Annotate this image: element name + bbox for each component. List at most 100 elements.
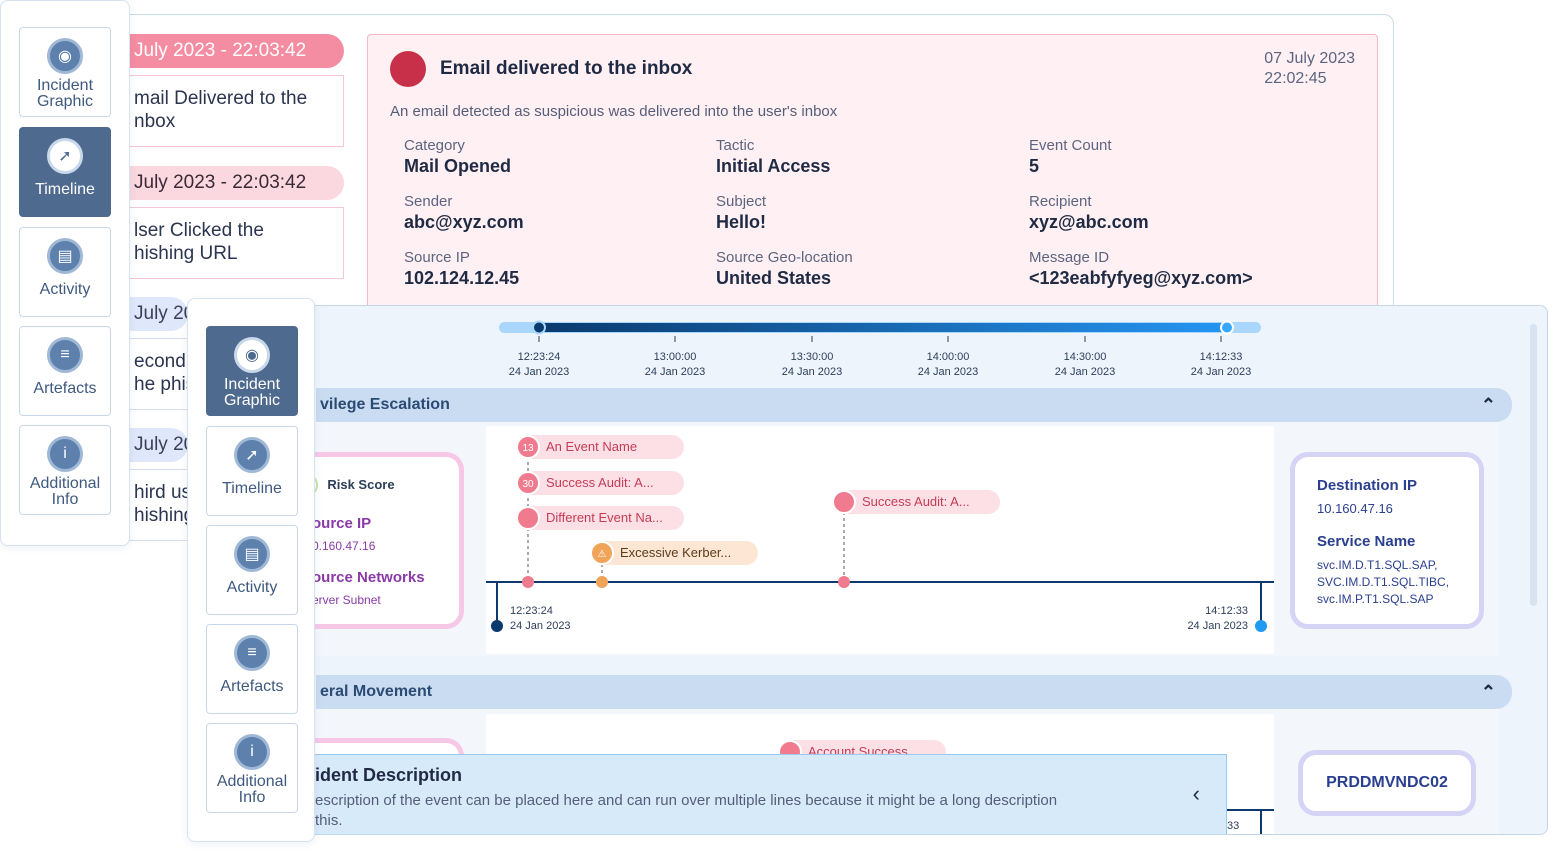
layers-icon: ≡ (47, 337, 83, 373)
event-time: 22:02:45 (1264, 70, 1327, 87)
nav-incident-graphic[interactable]: ◉ Incident Graphic (19, 27, 111, 117)
event-pill[interactable]: Success Audit: A... (832, 490, 1000, 514)
chevron-left-icon[interactable]: ‹ (1192, 781, 1200, 806)
report-icon: ▤ (234, 536, 270, 572)
sidebar-front: ◉ Incident Graphic ➚ Timeline ▤ Activity … (187, 298, 315, 842)
event-dot (516, 506, 540, 530)
nav-label: Timeline (35, 181, 95, 198)
tick-label: 13:30:00 24 Jan 2023 (781, 351, 843, 378)
timeline-date-3[interactable]: July 20 (128, 297, 188, 331)
event-pill[interactable]: 30 Success Audit: A... (516, 471, 684, 495)
timeline-entry-text: nbox (134, 111, 176, 132)
event-marker (838, 576, 850, 588)
layers-icon: ≡ (234, 635, 270, 671)
nav-label: Activity (39, 281, 91, 298)
destination-ip-value: 10.160.47.16 (1317, 501, 1393, 516)
slider-start-handle[interactable] (532, 320, 546, 335)
nav-activity[interactable]: ▤ Activity (206, 525, 298, 615)
axis-end-label: 14:12:33 24 Jan 2023 (1187, 605, 1248, 632)
event-count-badge: 30 (516, 471, 540, 495)
source-networks-label: ource Networks (312, 569, 425, 586)
eye-icon: ◉ (47, 38, 83, 74)
source-card[interactable]: 5 Risk Score ource IP 0.160.47.16 ource … (306, 452, 464, 629)
field-message-id: Message ID <123eabfyfyeg@xyz.com> (1029, 249, 1253, 288)
nav-artefacts[interactable]: ≡ Artefacts (206, 624, 298, 714)
nav-label: Additional Info (216, 773, 288, 806)
service-name-value: svc.IM.D.T1.SQL.SAP, SVC.IM.D.T1.SQL.TIB… (1317, 558, 1450, 606)
timeline-date-2[interactable]: July 2023 - 22:03:42 (128, 166, 344, 200)
field-subject: Subject Hello! (716, 193, 767, 232)
service-name-label: Service Name (1317, 533, 1416, 550)
nav-activity[interactable]: ▤ Activity (19, 227, 111, 317)
timeline-entry-text: econd (134, 351, 186, 372)
nav-label: Artefacts (33, 380, 97, 397)
field-sender: Sender abc@xyz.com (404, 193, 524, 232)
section-privilege-escalation-header[interactable]: vilege Escalation ⌃ (316, 388, 1512, 422)
timeline-entry-4[interactable]: hird us hishing (128, 469, 188, 541)
source-ip-value: 0.160.47.16 (312, 539, 376, 553)
nav-timeline[interactable]: ➚ Timeline (206, 426, 298, 516)
timeline-entry-text: he phis (134, 374, 187, 395)
incident-graph-panel: 12:23:24 24 Jan 2023 13:00:00 24 Jan 2023 … (305, 305, 1548, 835)
nav-artefacts[interactable]: ≡ Artefacts (19, 326, 111, 416)
nav-label: Incident Graphic (36, 77, 94, 110)
destination-card[interactable]: Destination IP 10.160.47.16 Service Name… (1290, 452, 1484, 629)
event-pill[interactable]: ⚠ Excessive Kerber... (590, 541, 758, 565)
tick-label: 13:00:00 24 Jan 2023 (644, 351, 706, 378)
event-pill[interactable]: 13 An Event Name (516, 435, 684, 459)
event-timestamp: 07 July 2023 22:02:45 (1264, 49, 1355, 89)
chevron-up-icon[interactable]: ⌃ (1480, 682, 1496, 702)
destination-ip-label: Destination IP (1317, 477, 1418, 494)
incident-description-text: escription of the event can be placed he… (315, 792, 1058, 829)
warning-icon: ⚠ (590, 541, 614, 565)
timeline-entry-text: hishing URL (134, 243, 238, 264)
event-detail-card: Email delivered to the inbox 07 July 202… (367, 34, 1378, 310)
event-marker (596, 576, 608, 588)
timeline-date-4[interactable]: July 20 (128, 428, 188, 462)
nav-timeline[interactable]: ➚ Timeline (19, 127, 111, 217)
timeline-entry-text: mail Delivered to the (134, 88, 308, 109)
section-lateral-movement-header[interactable]: eral Movement ⌃ (316, 675, 1512, 709)
field-category: Category Mail Opened (404, 137, 512, 176)
axis-start-marker (491, 620, 503, 632)
event-dot (832, 490, 856, 514)
event-pill[interactable]: Different Event Na... (516, 506, 684, 530)
nav-incident-graphic[interactable]: ◉ Incident Graphic (206, 326, 298, 416)
nav-label: Activity (226, 579, 278, 596)
nav-label: Additional Info (29, 475, 101, 508)
slider-end-handle[interactable] (1220, 320, 1234, 335)
timeline-entry-text: hird us (134, 482, 188, 503)
timeline-entry-1[interactable]: mail Delivered to the nbox (128, 75, 344, 147)
nav-label: Artefacts (220, 678, 284, 695)
incident-description-panel: ident Description escription of the even… (306, 754, 1227, 834)
axis-end-label: :33 (1224, 820, 1240, 832)
section-title: vilege Escalation (320, 396, 450, 413)
info-icon: i (47, 436, 83, 472)
trend-icon: ➚ (234, 437, 270, 473)
event-marker (522, 576, 534, 588)
incident-description-title: ident Description (315, 765, 463, 785)
nav-additional-info[interactable]: i Additional Info (206, 723, 298, 813)
axis-start-label: 12:23:24 24 Jan 2023 (510, 605, 571, 632)
risk-score-label: Risk Score (327, 477, 395, 492)
section-title: eral Movement (320, 683, 433, 700)
time-range-slider[interactable] (306, 306, 1548, 386)
event-title: Email delivered to the inbox (440, 58, 693, 79)
scrollbar[interactable] (1530, 324, 1537, 606)
timeline-date-1[interactable]: July 2023 - 22:03:42 (128, 34, 344, 68)
tick-label: 14:12:33 24 Jan 2023 (1190, 351, 1252, 378)
info-icon: i (234, 734, 270, 770)
chevron-up-icon[interactable]: ⌃ (1480, 395, 1496, 415)
nav-additional-info[interactable]: i Additional Info (19, 425, 111, 515)
nav-label: Timeline (222, 480, 282, 497)
trend-icon: ➚ (47, 138, 83, 174)
destination-host-card[interactable]: PRDDMVNDC02 (1298, 750, 1476, 816)
source-networks-value: erver Subnet (312, 593, 381, 607)
sidebar-back: ◉ Incident Graphic ➚ Timeline ▤ Activity … (0, 0, 130, 546)
timeline-entry-3[interactable]: econd he phis (128, 338, 188, 410)
event-description: An email detected as suspicious was deli… (390, 103, 838, 120)
field-recipient: Recipient xyz@abc.com (1029, 193, 1149, 232)
field-source-geo: Source Geo-location United States (716, 249, 853, 288)
timeline-entry-2[interactable]: lser Clicked the hishing URL (128, 207, 344, 279)
axis-end-marker (1255, 620, 1267, 632)
